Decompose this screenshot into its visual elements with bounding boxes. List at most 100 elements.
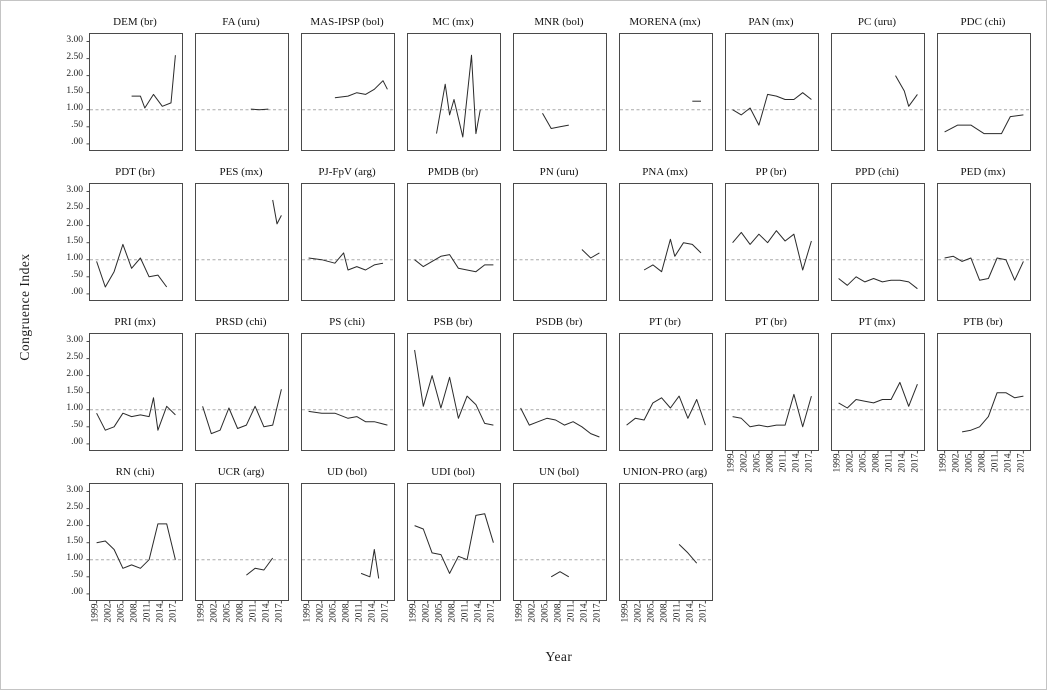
facet-panel: PTB (br) 1999 2002 2005 2008 2011 2014 2017 xyxy=(937,315,1031,473)
panel-plot-area: 3.00 2.50 2.00 1.50 1.00.50.00 1999 2002 2005 20… xyxy=(66,483,183,623)
x-tick-label: 2002 xyxy=(209,603,220,623)
panel-title: PDC (chi) xyxy=(960,16,1006,28)
x-tick-label: 2011 xyxy=(142,603,153,623)
panel-plot xyxy=(725,333,819,454)
x-tick-labels: 1999 2002 2005 2008 2011 2014 2017 xyxy=(195,601,287,649)
panel-plot xyxy=(619,483,713,604)
panel-plot xyxy=(513,183,607,301)
y-tick-label: .50 xyxy=(71,570,83,581)
series-line xyxy=(334,80,388,99)
panel-plot-area: 1999 2002 2005 2008 2011 2014 2017 xyxy=(619,483,713,623)
y-tick-label: 3.00 xyxy=(66,185,83,195)
y-tick-label: 2.00 xyxy=(66,69,83,80)
panel-plot xyxy=(407,183,501,301)
panel-plot-area xyxy=(513,333,607,451)
panel-plot-area xyxy=(831,33,925,151)
x-tick-label: 2017 xyxy=(698,603,709,623)
facet-panel: PJ-FpV (arg) xyxy=(301,165,395,301)
panel-plot xyxy=(407,33,501,151)
facet-panel: PT (br) 1999 2002 2005 2008 2011 2014 2017 xyxy=(725,315,819,473)
panel-plot xyxy=(831,183,925,301)
x-tick-label: 2008 xyxy=(447,603,458,623)
x-tick-label: 2017 xyxy=(274,603,285,623)
x-tick-label: 2002 xyxy=(421,603,432,623)
panel-title: DEM (br) xyxy=(113,16,157,28)
panel-plot-area: 1999 2002 2005 2008 2011 2014 2017 xyxy=(937,333,1031,473)
panel-plot xyxy=(937,183,1031,301)
facet-panel: MC (mx) xyxy=(407,15,501,151)
y-tick-label: 3.00 xyxy=(66,485,83,495)
panel-title: PMDB (br) xyxy=(427,166,479,178)
series-line xyxy=(895,75,918,107)
facet-empty xyxy=(937,465,1029,599)
panel-plot xyxy=(407,333,501,451)
x-tick-label: 1999 xyxy=(620,603,631,623)
series-line xyxy=(246,557,274,576)
panel-plot xyxy=(407,483,501,604)
facet-panel: PT (br) xyxy=(619,315,713,451)
panel-title: PPD (chi) xyxy=(855,166,899,178)
panel-plot xyxy=(619,183,713,301)
panel-title: PP (br) xyxy=(755,166,787,178)
x-tick-label: 2011 xyxy=(354,603,365,623)
y-tick-label: .50 xyxy=(71,120,83,131)
facet-panel: FA (uru) xyxy=(195,15,289,151)
x-tick-labels: 1999 2002 2005 2008 2011 2014 2017 xyxy=(619,601,711,649)
y-tick-label: 2.50 xyxy=(66,52,83,63)
panel-title: UNION-PRO (arg) xyxy=(622,466,708,478)
series-line xyxy=(414,254,494,273)
panel-plot-area xyxy=(619,33,713,151)
panel-plot xyxy=(86,483,183,604)
panel-title: PN (uru) xyxy=(539,166,579,178)
x-tick-labels: 1999 2002 2005 2008 2011 2014 2017 xyxy=(407,601,499,649)
series-line xyxy=(581,249,600,259)
y-tick-label: 2.00 xyxy=(66,519,83,530)
facet-panel: PSB (br) xyxy=(407,315,501,451)
series-line xyxy=(308,410,388,426)
y-tick-label: 1.50 xyxy=(66,386,83,397)
x-tick-label: 2002 xyxy=(315,603,326,623)
facet-panel: PRI (mx) 3.00 2.50 2.00 1.50 1.00 .50 .00 xyxy=(66,315,183,451)
y-tick-label: 3.00 xyxy=(66,35,83,45)
x-tick-label: 2008 xyxy=(553,603,564,623)
y-tick-label: 2.00 xyxy=(66,219,83,230)
facet-panel: PES (mx) xyxy=(195,165,289,301)
panel-plot xyxy=(513,333,607,451)
facet-grid: DEM (br) 3.00 2.50 2.00 1.50 1.00 .50 .00 FA (ur… xyxy=(66,15,1031,623)
y-tick-label: 1.50 xyxy=(66,236,83,247)
x-tick-label: 2002 xyxy=(103,603,114,623)
panel-title: PES (mx) xyxy=(219,166,263,178)
y-tick-label: 1.50 xyxy=(66,86,83,97)
y-axis-label: Congruence Index xyxy=(17,253,32,361)
facet-panel: PT (mx) 1999 2002 2005 2008 2011 2014 2017 xyxy=(831,315,925,473)
x-tick-label: 2005 xyxy=(646,603,657,623)
panel-title: PTB (br) xyxy=(963,316,1003,328)
facet-panel: PNA (mx) xyxy=(619,165,713,301)
facet-panel: MORENA (mx) xyxy=(619,15,713,151)
series-line xyxy=(962,392,1024,433)
x-tick-label: 2005 xyxy=(328,603,339,623)
panel-plot xyxy=(831,333,925,454)
panel-plot xyxy=(937,33,1031,151)
panel-plot-area: 1999 2002 2005 2008 2011 2014 2017 xyxy=(301,483,395,623)
panel-title: UN (bol) xyxy=(538,466,580,478)
panel-plot xyxy=(619,333,713,451)
x-tick-label: 2014 xyxy=(473,603,484,623)
facet-panel: PRSD (chi) xyxy=(195,315,289,451)
panel-plot-area xyxy=(301,333,395,451)
panel-plot xyxy=(301,483,395,604)
panel-plot xyxy=(831,33,925,151)
panel-plot-area xyxy=(407,33,501,151)
panel-plot xyxy=(619,33,713,151)
facet-panel: RN (chi) 3.00 2.50 2.00 1.50 1.00.50.00 1999 20… xyxy=(66,465,183,623)
x-tick-label: 2005 xyxy=(540,603,551,623)
facet-empty xyxy=(831,465,923,599)
panel-title: MAS-IPSP (bol) xyxy=(310,16,384,28)
x-tick-label: 1999 xyxy=(302,603,313,623)
series-line xyxy=(131,55,176,109)
panel-plot-area: 3.00 2.50 2.00 1.50 1.00 .50 .00 xyxy=(66,33,183,151)
panel-plot-area: 1999 2002 2005 2008 2011 2014 2017 xyxy=(407,483,501,623)
series-line xyxy=(838,276,918,290)
x-tick-label: 2014 xyxy=(367,603,378,623)
facet-panel: PPD (chi) xyxy=(831,165,925,301)
